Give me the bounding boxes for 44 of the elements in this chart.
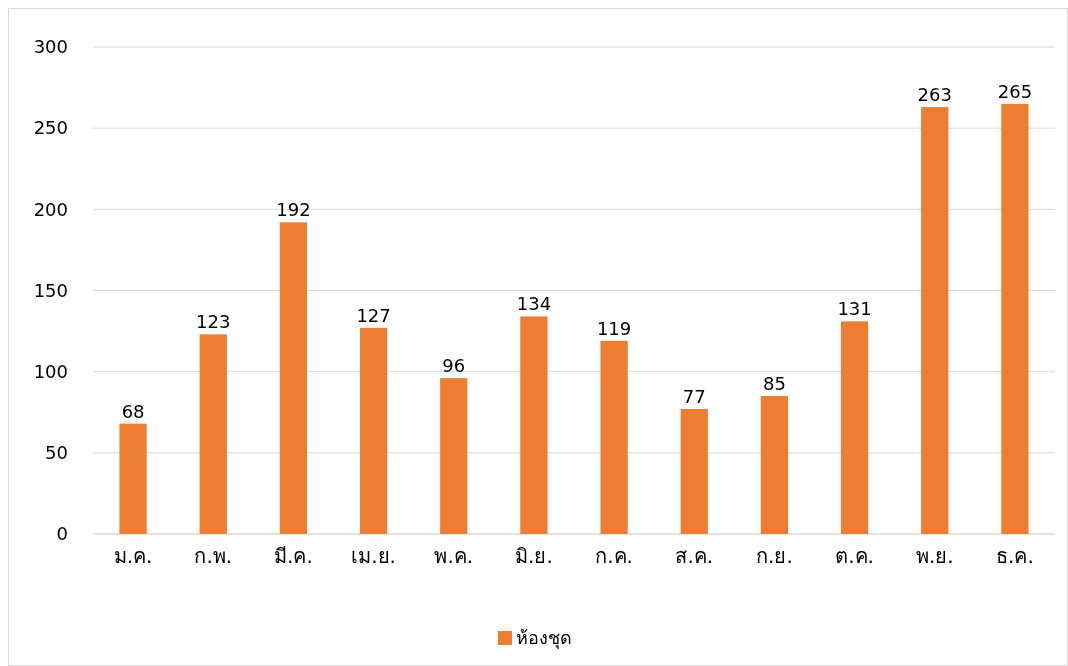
bar [680,409,708,534]
bar [279,222,308,534]
x-tick-label: พ.ย. [915,544,954,568]
y-tick-label: 250 [33,117,68,139]
x-tick-label: มี.ค. [274,544,313,568]
data-label: 192 [276,199,311,221]
data-label: 127 [356,304,391,326]
y-tick-label: 300 [33,36,68,58]
y-tick-label: 50 [45,442,68,464]
data-label: 134 [516,293,552,315]
y-tick-label: 200 [33,198,68,220]
x-tick-label: ส.ค. [675,544,714,568]
data-label: 263 [917,84,952,106]
x-tick-label: ก.ย. [756,544,793,568]
x-tick-label: เม.ย. [351,544,396,568]
data-label: 123 [196,311,231,333]
x-tick-label: ต.ค. [835,544,874,568]
y-tick-label: 100 [33,360,68,382]
bar [119,423,147,534]
bar [520,316,548,534]
data-label: 77 [682,386,706,407]
legend-label: ห้องชุด [516,627,572,649]
bar [359,327,388,534]
bar [600,340,628,534]
data-label: 131 [837,298,872,320]
data-label: 68 [121,400,145,422]
data-label: 119 [596,317,632,339]
x-tick-label: ม.ค. [113,544,153,568]
x-tick-label: พ.ค. [434,544,474,568]
x-tick-label: ก.ค. [595,544,633,568]
data-label: 265 [997,80,1033,102]
y-tick-label: 0 [56,523,68,545]
bar [840,321,869,534]
data-label: 85 [762,373,786,395]
data-label: 96 [442,355,466,377]
bar [440,378,468,534]
bar [199,334,227,534]
y-tick-label: 150 [33,279,68,301]
bar [921,107,949,534]
x-tick-label: มิ.ย. [515,544,553,568]
bar [760,396,789,534]
x-tick-label: ก.พ. [194,544,233,568]
bar [1001,103,1029,534]
x-tick-label: ธ.ค. [996,544,1034,568]
